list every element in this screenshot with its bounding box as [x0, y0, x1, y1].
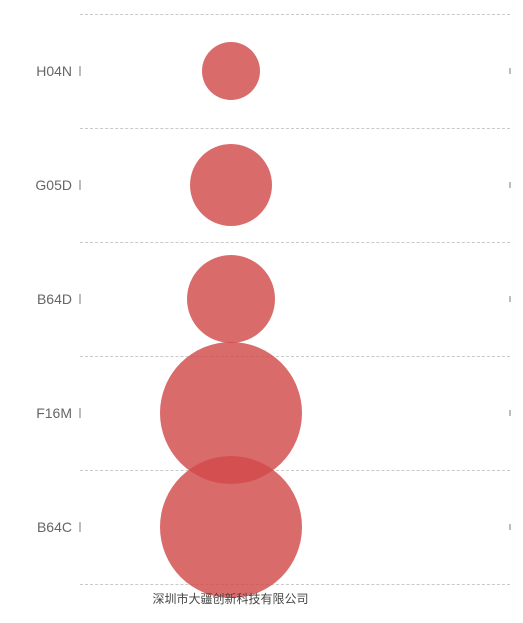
grid-line: [80, 242, 510, 243]
grid-line: [80, 356, 510, 357]
grid-line: [80, 14, 510, 15]
y-tick-mark-right: [509, 68, 511, 74]
bubble-chart: H04N G05D B64D F16M B64C 深圳市大疆创新科技有限公司: [0, 0, 523, 623]
y-tick-label: H04N: [36, 63, 80, 79]
grid-line: [80, 470, 510, 471]
grid-line: [80, 128, 510, 129]
y-tick-mark-right: [509, 524, 511, 530]
bubble-B64D: [187, 255, 275, 343]
y-tick-mark: [79, 180, 81, 190]
y-tick-label: G05D: [35, 177, 80, 193]
y-tick-mark: [79, 522, 81, 532]
bubble-B64C: [160, 456, 302, 598]
plot-area: H04NG05DB64DF16MB64C深圳市大疆创新科技有限公司: [80, 14, 510, 584]
y-tick-mark-right: [509, 410, 511, 416]
x-axis-label: 深圳市大疆创新科技有限公司: [152, 590, 308, 607]
y-tick-mark: [79, 66, 81, 76]
y-tick-mark-right: [509, 182, 511, 188]
y-tick-mark-right: [509, 296, 511, 302]
bubble-G05D: [190, 144, 272, 226]
y-tick-label: B64D: [37, 291, 80, 307]
bubble-H04N: [202, 42, 260, 100]
y-tick-label: B64C: [37, 519, 80, 535]
y-tick-label: F16M: [36, 405, 80, 421]
y-tick-mark: [79, 294, 81, 304]
grid-line: [80, 584, 510, 585]
y-tick-mark: [79, 408, 81, 418]
